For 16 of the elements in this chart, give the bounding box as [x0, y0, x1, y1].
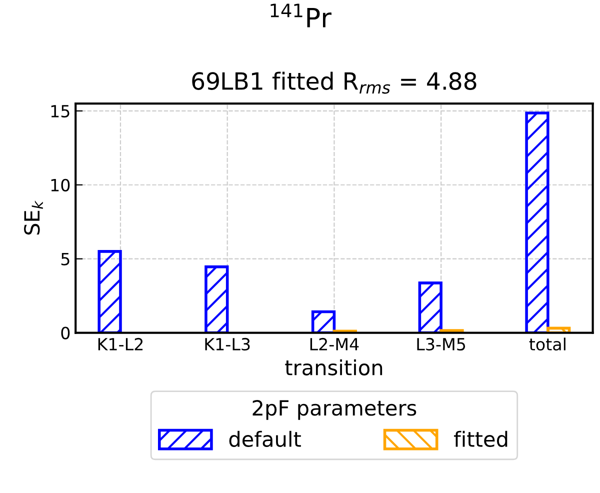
y-tick-label: 15: [51, 105, 70, 118]
x-tick-label: L2-M4: [310, 338, 359, 350]
x-tick-label: total: [529, 338, 566, 351]
x-tick-label: L3-M5: [417, 338, 466, 351]
legend-title: 2pF parameters: [252, 400, 416, 420]
chart-subtitle: 69LB1 fitted R$_{rms}$ = 4.88: [192, 72, 476, 94]
x-tick-label: K1-L3: [205, 338, 250, 351]
x-tick-label: K1-L2: [98, 338, 143, 350]
y-tick-label: 5: [61, 253, 70, 266]
y-axis-title: SE$_{k}$: [24, 200, 43, 235]
legend-label: default: [229, 430, 301, 447]
y-tick-label: 10: [51, 178, 70, 192]
legend-label: fitted: [454, 430, 508, 447]
y-tick-label: 0: [61, 326, 70, 340]
chart-title: $^{141}$Pr: [270, 4, 332, 28]
x-axis-title: transition: [285, 359, 382, 376]
